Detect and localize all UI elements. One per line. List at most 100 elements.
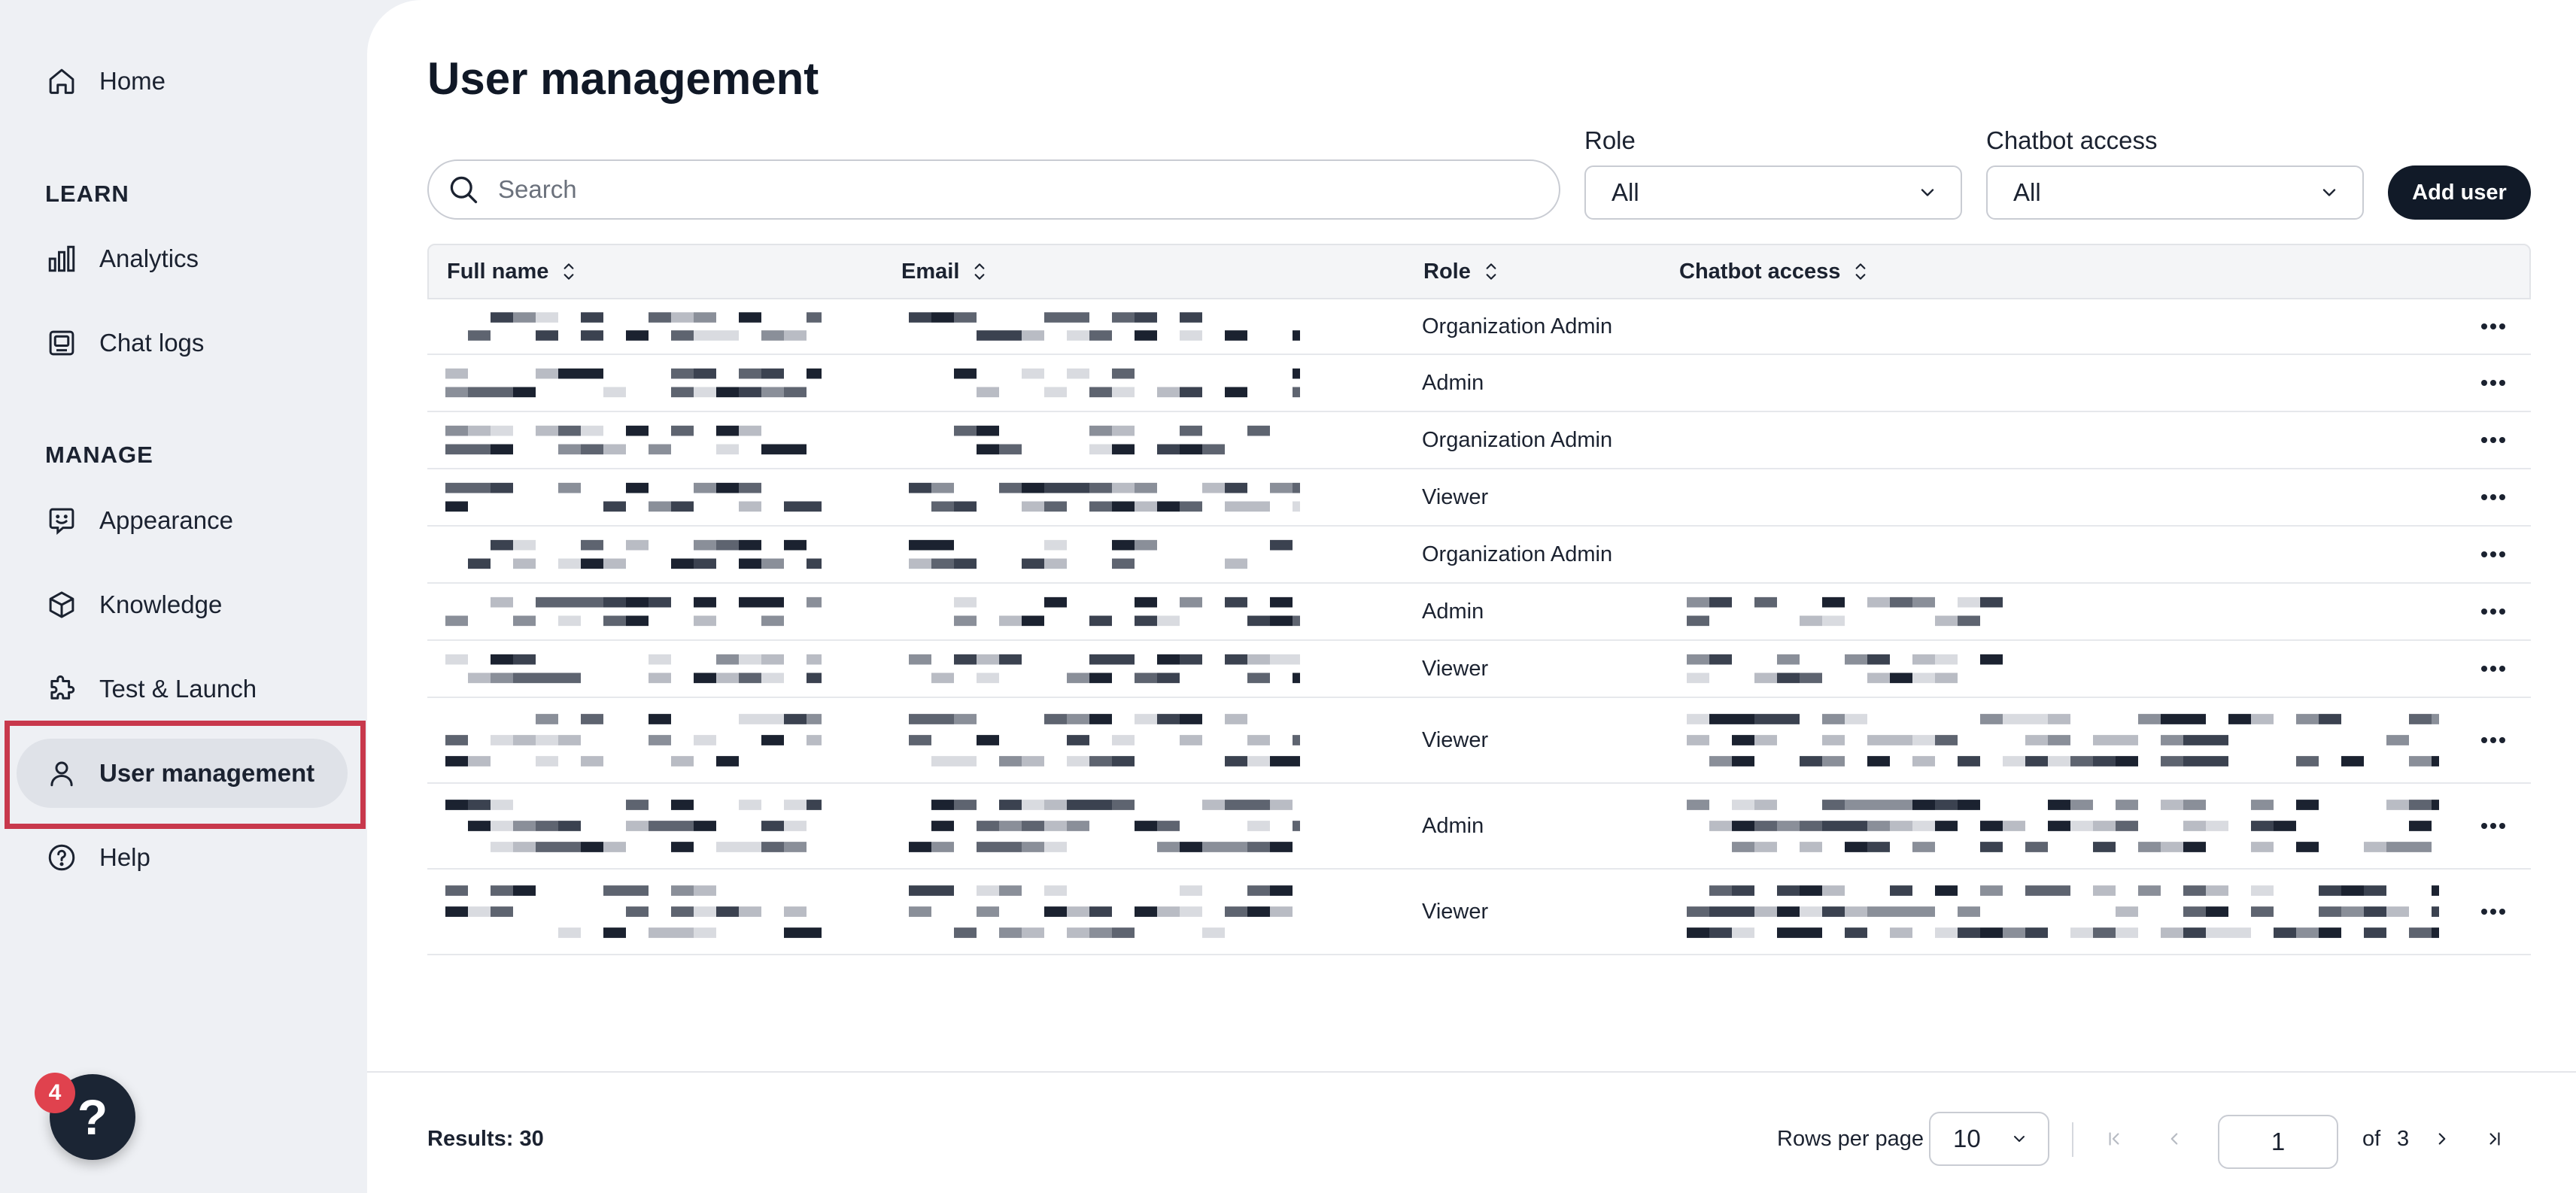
chevron-down-icon [1921,189,1934,196]
previous-page-button[interactable] [2158,1121,2191,1157]
redacted-email [909,784,1300,868]
role-cell: Viewer [1422,484,1489,509]
table-row[interactable]: Organization Admin [427,412,2531,469]
row-actions-button[interactable] [2471,469,2516,525]
first-page-button[interactable] [2098,1121,2131,1157]
sidebar-item-label: Home [99,67,166,95]
sidebar-item-help[interactable]: Help [17,823,348,892]
search-input[interactable] [498,175,1476,204]
table-row[interactable]: Viewer [427,698,2531,784]
sidebar-item-home[interactable]: Home [17,47,348,116]
column-header-full-name[interactable]: Full name [447,245,579,298]
more-horizontal-icon [2481,609,2505,615]
sidebar-item-label: Test & Launch [99,675,257,703]
chevron-right-icon [2438,1133,2446,1145]
section-title-manage: MANAGE [45,442,153,468]
sidebar-item-analytics[interactable]: Analytics [17,224,348,293]
row-actions-button[interactable] [2471,412,2516,468]
sort-icon [1486,263,1496,280]
table-row[interactable]: Viewer [427,469,2531,527]
role-cell: Admin [1422,813,1484,838]
of-label: of [2362,1127,2381,1151]
row-actions-button[interactable] [2471,784,2516,868]
sidebar-item-label: Appearance [99,506,233,534]
chevron-left-icon [2170,1133,2178,1145]
user-icon [45,757,78,790]
more-horizontal-icon [2481,323,2505,329]
smiley-chat-icon [45,504,78,537]
row-actions-button[interactable] [2471,527,2516,582]
redacted-email [909,299,1300,354]
chatbot-access-filter-select[interactable]: All [1986,165,2364,220]
redacted-chatbot-access [1687,698,2439,782]
table-row[interactable]: Viewer [427,641,2531,698]
table-row[interactable]: Admin [427,355,2531,412]
sidebar-item-label: Knowledge [99,590,223,618]
role-cell: Organization Admin [1422,542,1613,566]
pagination-divider [2072,1122,2073,1157]
role-cell: Organization Admin [1422,427,1613,452]
total-pages: 3 [2397,1127,2410,1151]
redacted-chatbot-access [1687,641,2003,697]
next-page-button[interactable] [2426,1121,2459,1157]
sidebar-item-test-launch[interactable]: Test & Launch [17,654,348,724]
role-filter-label: Role [1584,126,1636,154]
footer-divider [367,1071,2576,1073]
more-horizontal-icon [2481,737,2505,743]
redacted-full-name [445,355,822,411]
last-page-button[interactable] [2478,1121,2511,1157]
column-header-label: Full name [447,259,549,284]
redacted-full-name [445,784,822,868]
row-actions-button[interactable] [2471,698,2516,782]
table-row[interactable]: Organization Admin [427,527,2531,584]
sidebar-item-knowledge[interactable]: Knowledge [17,570,348,639]
redacted-full-name [445,584,822,639]
rows-per-page-value: 10 [1953,1125,1981,1152]
role-cell: Viewer [1422,656,1489,681]
column-header-email[interactable]: Email [901,245,989,298]
current-page-input[interactable] [2218,1115,2338,1169]
column-header-role[interactable]: Role [1423,245,1501,298]
search-icon [450,176,478,204]
role-cell: Admin [1422,599,1484,624]
rows-per-page-select[interactable]: 10 [1929,1112,2049,1166]
table-row[interactable]: Admin [427,784,2531,870]
question-mark-icon: ? [77,1089,108,1145]
table-row[interactable]: Viewer [427,870,2531,955]
role-filter-select[interactable]: All [1584,165,1962,220]
more-horizontal-icon [2481,823,2505,829]
more-horizontal-icon [2481,666,2505,672]
redacted-email [909,527,1300,582]
rows-per-page-label: Rows per page [1777,1127,1924,1151]
sidebar-item-appearance[interactable]: Appearance [17,486,348,555]
column-header-chatbot-access[interactable]: Chatbot access [1679,245,1870,298]
redacted-chatbot-access [1687,870,2439,954]
redacted-email [909,584,1300,639]
unused-8 [2532,1121,2565,1157]
main-panel: User management Role All Chatbot access … [367,0,2576,1193]
search-box[interactable] [427,159,1560,220]
more-horizontal-icon [2481,551,2505,557]
role-filter-value: All [1612,178,1639,206]
row-actions-button[interactable] [2471,299,2516,354]
add-user-button[interactable]: Add user [2388,165,2531,220]
sidebar-item-user-management[interactable]: User management [17,739,348,808]
role-cell: Viewer [1422,727,1489,752]
row-actions-button[interactable] [2471,870,2516,954]
redacted-full-name [445,870,822,954]
row-actions-button[interactable] [2471,584,2516,639]
column-header-label: Email [901,259,960,284]
sidebar-item-chat-logs[interactable]: Chat logs [17,308,348,378]
row-actions-button[interactable] [2471,355,2516,411]
first-page-icon [2109,1132,2119,1146]
row-actions-button[interactable] [2471,641,2516,697]
table-row[interactable]: Admin [427,584,2531,641]
sort-icon [1855,263,1866,280]
chat-log-icon [45,326,78,360]
redacted-chatbot-access [1687,584,2003,639]
table-header: Full name Email Role Chatbot access [427,244,2531,299]
table-row[interactable]: Organization Admin [427,299,2531,355]
redacted-email [909,469,1300,525]
sidebar: Home LEARN Analytics Chat logs MANAGE Ap… [0,0,367,1193]
table-body: Organization Admin Admin Organization Admi… [427,299,2531,955]
